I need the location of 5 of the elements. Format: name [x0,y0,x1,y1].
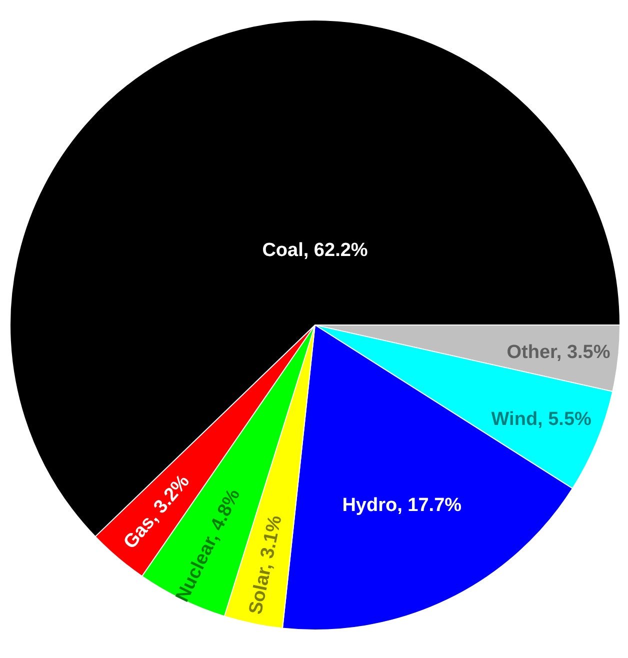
slice-label: Coal, 62.2% [262,240,368,261]
slice-label: Hydro, 17.7% [342,495,462,516]
slice-label: Other, 3.5% [506,342,610,363]
slice-label: Wind, 5.5% [491,408,592,430]
slice-label: Solar, 3.1% [245,514,286,616]
